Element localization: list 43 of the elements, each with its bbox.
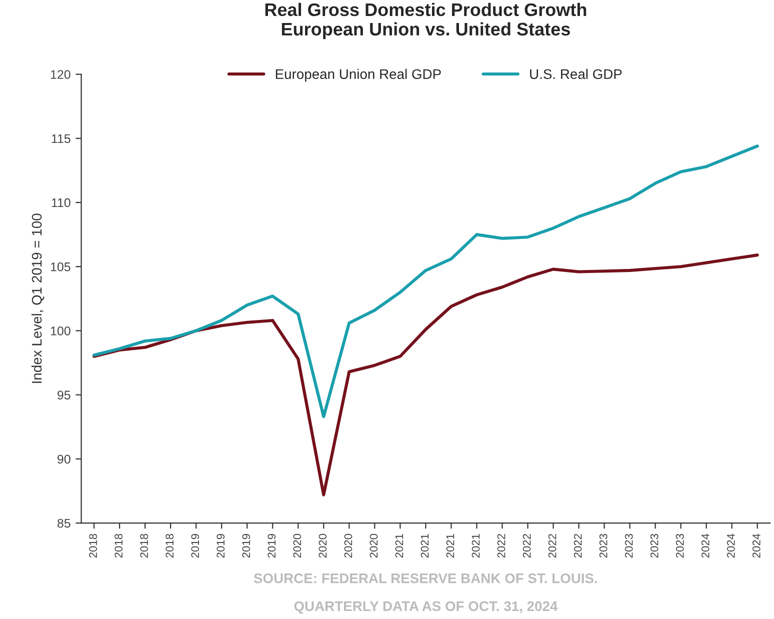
x-tick-label: 2023 bbox=[676, 534, 684, 558]
x-tick-label: 2020 bbox=[344, 534, 352, 558]
y-tick-label: 100 bbox=[50, 326, 70, 336]
y-axis-title: Index Level, Q1 2019 = 100 bbox=[31, 214, 44, 383]
line-series bbox=[92, 254, 759, 496]
x-tick-label: 2018 bbox=[89, 534, 98, 558]
x-tick-label: 2024 bbox=[701, 534, 710, 558]
legend-label: U.S. Real GDP bbox=[530, 68, 622, 80]
x-tick-label: 2021 bbox=[446, 534, 454, 558]
x-tick-label: 2023 bbox=[624, 534, 633, 558]
y-tick-label: 105 bbox=[50, 262, 70, 272]
x-tick-label: 2021 bbox=[472, 534, 480, 558]
x-tick-label: 2020 bbox=[293, 534, 302, 558]
y-tick-label: 120 bbox=[50, 70, 70, 79]
x-tick-label: 2019 bbox=[268, 534, 276, 558]
text: QUARTERLY DATA AS OF OCT. 31, 2024 bbox=[294, 601, 558, 614]
x-tick-label: 2019 bbox=[242, 534, 250, 558]
x-tick-label: 2018 bbox=[114, 534, 123, 558]
legend-label: European Union Real GDP bbox=[276, 68, 441, 82]
x-tick-label: 2018 bbox=[166, 534, 174, 558]
x-tick-label: 2022 bbox=[497, 534, 506, 558]
x-tick-label: 2018 bbox=[140, 534, 148, 558]
x-tick-label: 2023 bbox=[599, 534, 608, 558]
x-tick-label: 2020 bbox=[318, 534, 327, 558]
x-tick-label: 2021 bbox=[420, 534, 429, 558]
x-tick-label: 2019 bbox=[191, 534, 200, 558]
y-tick-label: 90 bbox=[58, 454, 70, 464]
y-tick-label: 85 bbox=[57, 518, 70, 528]
x-tick-label: 2023 bbox=[650, 534, 658, 558]
x-tick-label: 2019 bbox=[216, 534, 225, 558]
y-tick-label: 115 bbox=[52, 134, 70, 144]
x-tick-label: 2024 bbox=[752, 534, 760, 558]
x-tick-label: 2022 bbox=[522, 534, 531, 558]
y-tick-label: 95 bbox=[58, 390, 70, 400]
x-tick-label: 2022 bbox=[574, 534, 582, 558]
x-tick-label: 2021 bbox=[395, 534, 404, 558]
line-series bbox=[92, 144, 759, 418]
x-tick-label: 2020 bbox=[370, 534, 378, 558]
source-note: SOURCE: FEDERAL RESERVE BANK OF ST. LOUIS. bbox=[254, 573, 597, 584]
x-tick-label: 2024 bbox=[726, 534, 735, 558]
chart-title: Real Gross Domestic Product Growth European Union vs. United States bbox=[265, 2, 586, 40]
y-tick-label: 110 bbox=[52, 198, 70, 208]
x-tick-label: 2022 bbox=[548, 534, 556, 558]
